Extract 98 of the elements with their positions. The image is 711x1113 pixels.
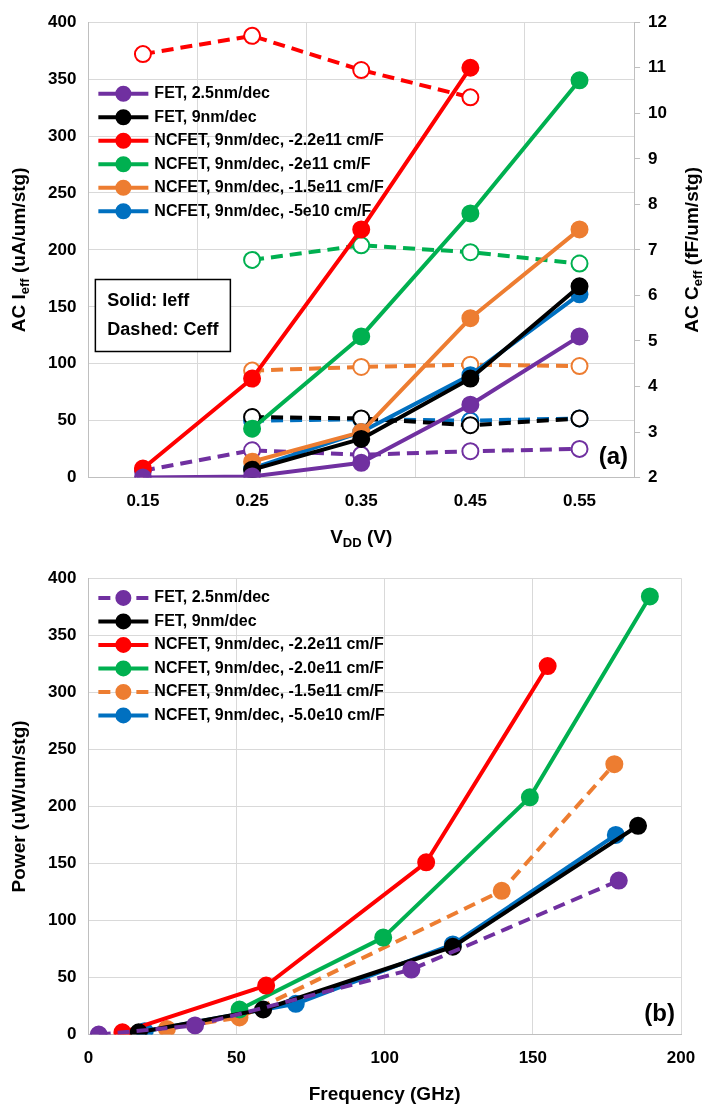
- point: [461, 416, 480, 435]
- x-tick-label: 100: [370, 1048, 399, 1068]
- legend-label: NCFET, 9nm/dec, -2.2e11 cm/F: [154, 635, 385, 653]
- point: [352, 220, 371, 239]
- y-tick-label: 350: [47, 624, 77, 644]
- point: [352, 61, 371, 80]
- x-tick-label: 0.45: [453, 491, 487, 511]
- y-tick-label: 200: [47, 796, 77, 816]
- point: [570, 439, 589, 458]
- y-axis-title: AC Ieff (uA/um/stg): [8, 167, 33, 333]
- y-tick-label: 250: [47, 739, 77, 759]
- x-axis-title: Frequency (GHz): [308, 1083, 461, 1105]
- y-tick-label: 50: [57, 410, 77, 430]
- legend-label: NCFET, 9nm/dec, -5e10 cm/F: [154, 201, 372, 219]
- point: [243, 369, 262, 388]
- y-tick-label: 50: [57, 967, 77, 987]
- point: [417, 853, 436, 872]
- legend-label: NCFET, 9nm/dec, -1.5e11 cm/F: [154, 178, 385, 196]
- y-tick-label: 100: [47, 910, 77, 930]
- x-tick-label: 0.25: [235, 491, 269, 511]
- y-axis-title: Power (uW/um/stg): [8, 720, 30, 893]
- point: [257, 976, 276, 995]
- x-tick-label: 0.15: [126, 491, 160, 511]
- y-tick-label: 150: [47, 853, 77, 873]
- y2-tick-label: 9: [648, 148, 658, 168]
- point: [374, 928, 393, 947]
- point: [520, 788, 539, 807]
- y-tick-label: 400: [47, 11, 77, 31]
- legend-label: FET, 2.5nm/dec: [154, 84, 271, 102]
- point: [629, 816, 648, 835]
- y2-tick-label: 2: [648, 467, 658, 487]
- point: [570, 220, 589, 239]
- x-tick-label: 50: [227, 1048, 246, 1068]
- y2-axis-title: AC Ceff (fF/um/stg): [681, 167, 706, 333]
- point: [243, 250, 262, 269]
- legend-label: NCFET, 9nm/dec, -5.0e10 cm/F: [154, 705, 385, 723]
- point: [492, 881, 511, 900]
- annotation: (a): [598, 442, 629, 470]
- point: [352, 429, 371, 448]
- annotation: (b): [644, 999, 675, 1027]
- x-tick-label: 200: [666, 1048, 696, 1068]
- point: [461, 309, 480, 328]
- point: [461, 204, 480, 223]
- legend-label: NCFET, 9nm/dec, -2.2e11 cm/F: [154, 131, 385, 149]
- legend-label: FET, 9nm/dec: [154, 611, 257, 629]
- point: [570, 277, 589, 296]
- y2-tick-label: 3: [648, 421, 658, 441]
- y-tick-label: 100: [47, 353, 77, 373]
- legend-label: NCFET, 9nm/dec, -1.5e11 cm/F: [154, 682, 385, 700]
- x-tick-label: 150: [518, 1048, 548, 1068]
- point: [352, 357, 371, 376]
- y-tick-label: 0: [66, 467, 77, 487]
- point: [243, 419, 262, 438]
- point: [352, 453, 371, 472]
- point: [243, 26, 262, 45]
- point: [461, 243, 480, 262]
- point: [352, 236, 371, 255]
- y2-tick-label: 11: [648, 57, 667, 77]
- point: [186, 1016, 205, 1035]
- y2-tick-label: 10: [648, 102, 668, 122]
- point: [461, 88, 480, 107]
- y-tick-label: 0: [66, 1024, 77, 1044]
- y2-tick-label: 6: [648, 285, 658, 305]
- legend-label: FET, 9nm/dec: [154, 107, 257, 125]
- y-tick-label: 300: [47, 681, 77, 701]
- point: [538, 657, 557, 676]
- legend-label: FET, 2.5nm/dec: [154, 588, 271, 606]
- point: [402, 960, 421, 979]
- annotation: Solid: Ieff: [107, 289, 191, 310]
- legend-label: NCFET, 9nm/dec, -2e11 cm/F: [154, 154, 371, 172]
- y2-tick-label: 5: [648, 330, 658, 350]
- annotation: Dashed: Ceff: [107, 318, 220, 339]
- y-tick-label: 400: [47, 567, 77, 587]
- point: [640, 587, 659, 606]
- y2-tick-label: 12: [648, 11, 668, 31]
- y-tick-label: 150: [47, 296, 77, 316]
- legend-label: NCFET, 9nm/dec, -2.0e11 cm/F: [154, 658, 385, 676]
- point: [570, 254, 589, 273]
- point: [570, 71, 589, 90]
- x-tick-label: 0.55: [562, 491, 597, 511]
- y-tick-label: 200: [47, 239, 77, 259]
- point: [461, 442, 480, 461]
- y2-tick-label: 8: [648, 194, 658, 214]
- x-tick-label: 0: [83, 1048, 94, 1068]
- point: [605, 755, 624, 774]
- point: [461, 395, 480, 414]
- point: [133, 45, 152, 64]
- point: [570, 357, 589, 376]
- y-tick-label: 300: [47, 125, 77, 145]
- point: [609, 871, 628, 890]
- point: [461, 58, 480, 77]
- y-tick-label: 350: [47, 68, 77, 88]
- point: [352, 327, 371, 346]
- y-tick-label: 250: [47, 182, 77, 202]
- y2-tick-label: 4: [648, 376, 659, 396]
- point: [570, 327, 589, 346]
- y2-tick-label: 7: [648, 239, 658, 259]
- x-tick-label: 0.35: [344, 491, 378, 511]
